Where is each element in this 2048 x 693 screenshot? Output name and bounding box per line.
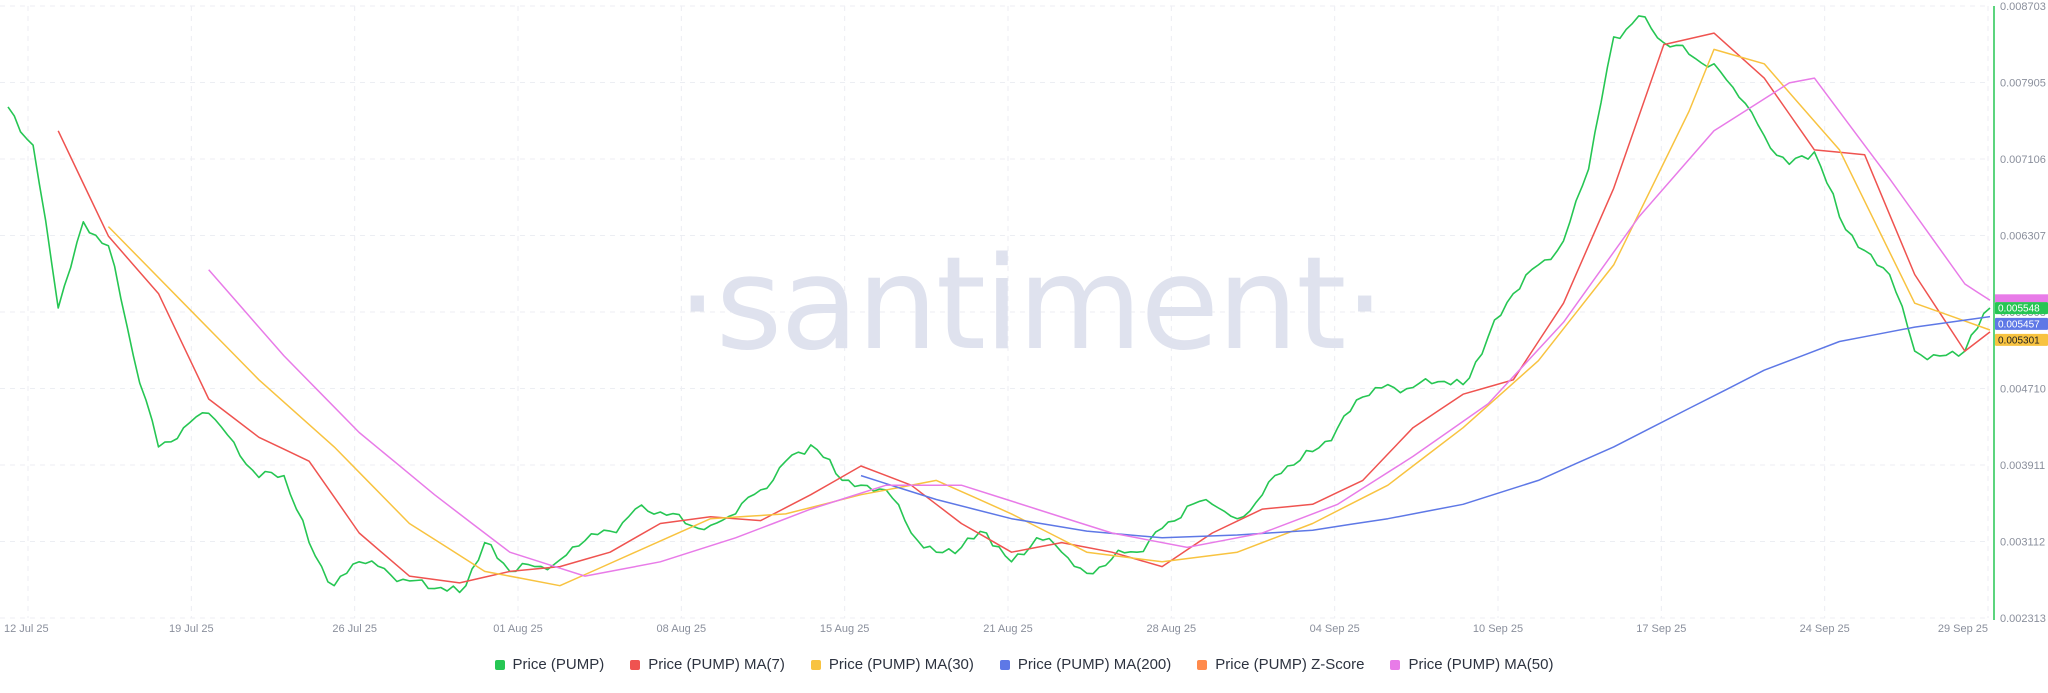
last-value-label: 0.005457: [1998, 319, 2040, 330]
series-line-price-pump-ma-7: [57, 32, 1991, 584]
last-value-label-bg: [1995, 317, 2048, 330]
x-tick-label: 29 Sep 25: [1938, 623, 1988, 635]
y-axis-ticks: 0.0087030.0079050.0071060.0063070.005508…: [2000, 1, 2046, 625]
y-tick-label: 0.008703: [2000, 1, 2046, 13]
legend-label: Price (PUMP) MA(30): [828, 656, 974, 673]
chart-legend: Price (PUMP) Price (PUMP) MA(7) Price (P…: [0, 656, 2048, 673]
x-tick-label: 12 Jul 25: [4, 623, 49, 635]
x-tick-label: 21 Aug 25: [983, 623, 1033, 635]
x-tick-label: 17 Sep 25: [1636, 623, 1686, 635]
series-line-price-pump-ma-50: [208, 77, 1991, 577]
x-tick-label: 24 Sep 25: [1800, 623, 1850, 635]
series-line-price-pump-ma-200: [860, 315, 1991, 539]
chart-grid: [0, 5, 1990, 619]
last-value-label-bg: [1995, 333, 2048, 346]
legend-item-ma50[interactable]: Price (PUMP) MA(50): [1390, 656, 1553, 673]
legend-label: Price (PUMP): [512, 656, 605, 673]
last-value-label: 0.005301: [1998, 335, 2040, 346]
legend-swatch: [1197, 659, 1208, 670]
x-tick-label: 10 Sep 25: [1473, 623, 1523, 635]
legend-swatch: [630, 659, 641, 670]
y-tick-label: 0.007905: [2000, 78, 2046, 90]
y-tick-label: 0.004710: [2000, 384, 2046, 396]
x-tick-label: 28 Aug 25: [1147, 623, 1197, 635]
x-tick-label: 19 Jul 25: [169, 623, 214, 635]
x-tick-label: 08 Aug 25: [657, 623, 707, 635]
legend-item-ma200[interactable]: Price (PUMP) MA(200): [999, 656, 1172, 673]
x-tick-label: 26 Jul 25: [332, 623, 377, 635]
y-tick-label: 0.007106: [2000, 154, 2046, 166]
last-value-label: 0.005548: [1998, 304, 2040, 315]
x-axis-ticks: 12 Jul 25 19 Jul 25 26 Jul 25 01 Aug 25 08 A…: [4, 623, 1988, 635]
legend-label: Price (PUMP) MA(200): [1017, 656, 1172, 673]
watermark-text: ·santiment·: [677, 230, 1383, 379]
legend-label: Price (PUMP) MA(50): [1408, 656, 1554, 673]
series-line-price-pump: [7, 15, 1991, 594]
x-tick-label: 01 Aug 25: [493, 623, 543, 635]
legend-item-price[interactable]: Price (PUMP): [494, 656, 605, 673]
legend-item-ma7[interactable]: Price (PUMP) MA(7): [630, 656, 785, 673]
legend-swatch: [494, 659, 505, 670]
last-value-label-bg: [1995, 302, 2048, 315]
legend-label: Price (PUMP) Z-Score: [1215, 656, 1365, 673]
legend-item-ma30[interactable]: Price (PUMP) MA(30): [810, 656, 974, 673]
x-tick-label: 04 Sep 25: [1310, 623, 1360, 635]
y-tick-label: 0.002313: [2000, 613, 2046, 625]
legend-swatch: [1390, 659, 1401, 670]
legend-label: Price (PUMP) MA(7): [648, 656, 785, 673]
series-line-price-pump-ma-30: [107, 48, 1991, 587]
x-tick-label: 15 Aug 25: [820, 623, 870, 635]
legend-swatch: [999, 659, 1010, 670]
legend-swatch: [810, 659, 821, 670]
y-tick-label: 0.003911: [2000, 460, 2045, 472]
last-value-labels: 0.005548 0.005457 0.005301: [1995, 294, 2048, 346]
y-tick-label: 0.006307: [2000, 231, 2046, 243]
ma50-last-value-marker: [1995, 294, 2048, 303]
series-layer: [7, 15, 1991, 594]
y-tick-label: 0.003112: [2000, 537, 2045, 549]
legend-item-zscore[interactable]: Price (PUMP) Z-Score: [1197, 656, 1364, 673]
